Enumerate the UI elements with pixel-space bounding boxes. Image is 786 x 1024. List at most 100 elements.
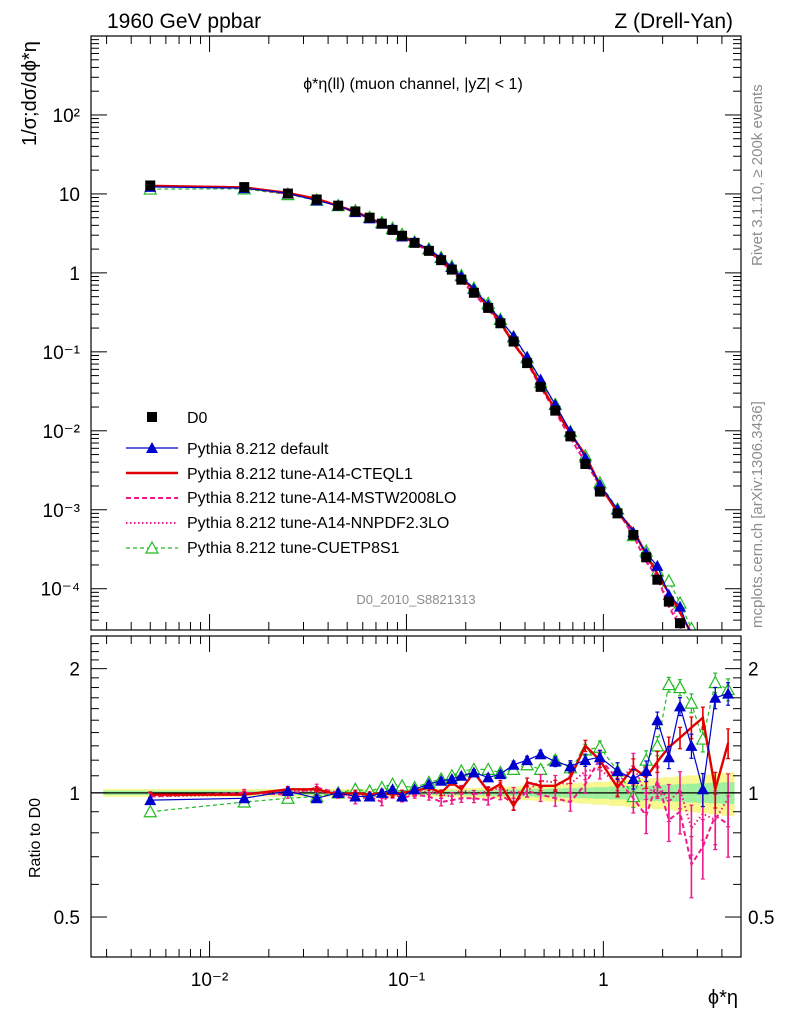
ratio-tick-label-right: 2 (748, 660, 759, 681)
data-point (350, 206, 361, 217)
main-marker-default (651, 559, 664, 571)
ratio-marker-default (332, 786, 345, 798)
ratio-marker-cuetp8s1 (661, 677, 676, 691)
ratio-marker-default (593, 751, 606, 763)
ratio-marker-default (507, 758, 520, 770)
legend-label-cteql1: Pythia 8.212 tune-A14-CTEQL1 (187, 466, 413, 483)
x-tick-label: 10⁻² (191, 970, 229, 991)
ratio-marker-cuetp8s1 (143, 804, 158, 818)
y-tick-label: 10⁻¹ (43, 343, 81, 364)
legend: D0 Pythia 8.212 default Pythia 8.212 tun… (126, 410, 456, 557)
ratio-marker-default (534, 748, 547, 760)
data-point (333, 200, 344, 211)
ratio-marker-default (709, 691, 722, 703)
data-point (674, 618, 685, 629)
data-point (663, 596, 674, 607)
data-point (508, 336, 519, 347)
ratio-marker-cuetp8s1 (708, 675, 723, 689)
legend-entry-mstw: Pythia 8.212 tune-A14-MSTW2008LO (126, 490, 456, 507)
ratio-marker-default (521, 754, 534, 766)
main-marker-default (697, 660, 709, 671)
ratio-marker-default (579, 754, 592, 766)
ratio-marker-default (627, 773, 640, 785)
legend-marker-cuetp8s1 (144, 540, 160, 554)
ratio-marker-cuetp8s1 (672, 680, 688, 694)
y-tick-label: 10⁻² (43, 422, 81, 443)
ratio-marker-default (396, 790, 409, 802)
legend-label-nnpdf: Pythia 8.212 tune-A14-NNPDF2.3LO (187, 515, 449, 532)
x-tick-label: 10⁻¹ (388, 970, 426, 991)
data-point (522, 358, 533, 369)
ratio-marker-default (673, 700, 686, 712)
ratio-tick-label-right: 1 (748, 784, 759, 805)
side-label-mcplots: mcplots.cern.ch [arXiv:1306.3436] (749, 401, 766, 628)
data-point (495, 318, 506, 329)
legend-entry-cuetp8s1: Pythia 8.212 tune-CUETP8S1 (126, 540, 400, 557)
data-point (483, 302, 494, 313)
data-point (446, 264, 457, 275)
legend-label-default: Pythia 8.212 default (187, 441, 329, 458)
data-point (641, 552, 652, 563)
ratio-marker-default (611, 764, 624, 776)
data-point (580, 458, 591, 469)
ratio-marker-default (238, 792, 251, 804)
main-marker-cuetp8s1 (697, 651, 709, 662)
ratio-marker-default (310, 792, 323, 804)
data-point (468, 287, 479, 298)
legend-label-mstw: Pythia 8.212 tune-A14-MSTW2008LO (187, 490, 456, 507)
ratio-marker-default (662, 751, 675, 763)
ratio-marker-default (445, 773, 458, 785)
main-marker-default (673, 600, 686, 612)
ratio-marker-default (386, 783, 399, 795)
legend-entry-nnpdf: Pythia 8.212 tune-A14-NNPDF2.3LO (126, 515, 449, 532)
data-point (565, 431, 576, 442)
ratio-marker-default (467, 766, 480, 778)
main-marker-cuetp8s1 (661, 573, 676, 587)
data-point (698, 662, 708, 672)
main-marker-default (709, 663, 721, 674)
ratio-tick-label-left: 0.5 (54, 908, 80, 929)
main-data-points (145, 180, 708, 672)
legend-label-data: D0 (187, 410, 208, 427)
ratio-marker-default (564, 760, 577, 772)
data-point (628, 529, 639, 540)
ratio-marker-default (363, 790, 376, 802)
x-tick-label: 1 (598, 970, 609, 991)
ratio-marker-default (408, 783, 421, 795)
ratio-marker-default (482, 771, 495, 783)
ratio-marker-default (422, 778, 435, 790)
ratio-marker-default (281, 785, 294, 797)
ratio-marker-default (435, 774, 448, 786)
data-point (652, 574, 663, 585)
data-point (535, 381, 546, 392)
x-axis-label: ϕ*η (708, 987, 738, 1009)
header-left-title: 1960 GeV ppbar (107, 10, 261, 33)
data-point (686, 641, 696, 651)
ratio-marker-cuetp8s1 (395, 778, 410, 792)
legend-entry-cteql1: Pythia 8.212 tune-A14-CTEQL1 (126, 466, 413, 483)
y-tick-label: 10 (59, 185, 80, 206)
axes-ticks: 10⁻² 10⁻¹ 1 10⁻⁴ 10⁻³ 10⁻² 10⁻¹ 1 10 10² 0.5 0.5 1 1 2… (41, 36, 774, 991)
ratio-marker-default (696, 783, 709, 795)
ratio-tick-label-right: 0.5 (748, 908, 774, 929)
data-point (376, 218, 387, 229)
legend-label-cuetp8s1: Pythia 8.212 tune-CUETP8S1 (187, 540, 400, 557)
legend-marker-default (146, 442, 158, 453)
data-point (612, 508, 623, 519)
data-point (387, 224, 398, 235)
main-marker-cuetp8s1 (709, 660, 721, 671)
data-point (282, 188, 293, 199)
ratio-y-axis-label: Ratio to D0 (27, 798, 44, 878)
data-point (436, 255, 447, 266)
data-point (239, 182, 250, 193)
ratio-tick-label-left: 2 (69, 660, 80, 681)
ratio-marker-default (349, 790, 362, 802)
ratio-marker-cuetp8s1 (533, 762, 548, 775)
main-y-axis-label: 1/σ;dσ/dϕ*η (19, 41, 41, 146)
ratio-marker-default (494, 768, 507, 780)
ratio-marker-default (144, 794, 157, 806)
ratio-marker-cuetp8s1 (650, 738, 665, 752)
ratio-marker-default (651, 714, 664, 726)
